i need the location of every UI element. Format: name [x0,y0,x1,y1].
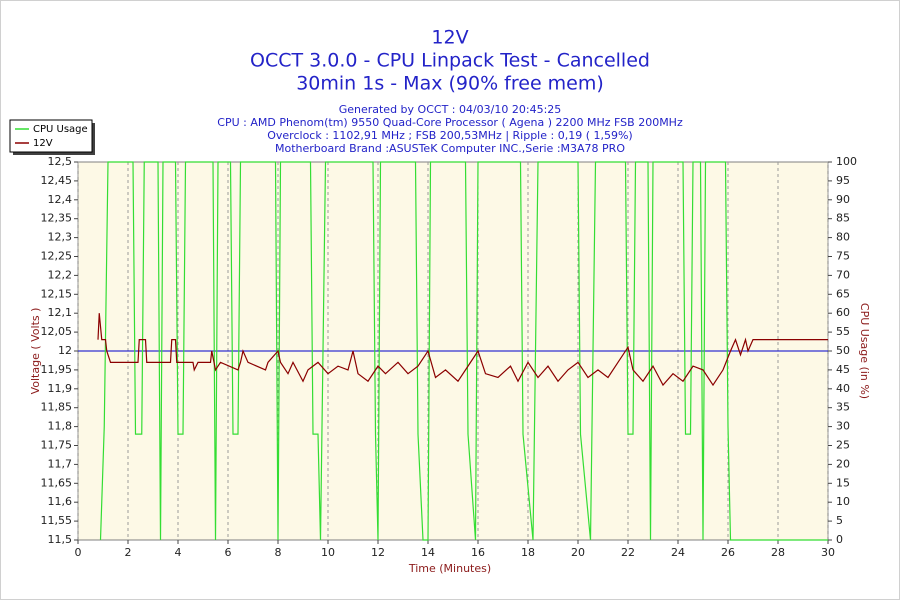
legend-label: 12V [33,138,53,149]
y2-tick-label: 35 [836,401,850,414]
chart-title: 12V [431,27,468,49]
y2-tick-label: 20 [836,457,850,470]
series-line [97,313,828,387]
y-tick-label: 12,5 [48,155,73,168]
y2-tick-label: 95 [836,174,850,187]
y-tick-label: 11,5 [48,533,73,546]
y2-tick-label: 15 [836,476,850,489]
y2-tick-label: 45 [836,363,850,376]
x-tick-label: 10 [321,546,335,559]
series-line [99,161,828,541]
x-tick-label: 22 [621,546,635,559]
legend-box [9,119,93,153]
y2-axis-label: CPU Usage (in %) [858,303,871,399]
y-tick-label: 12,4 [48,193,73,206]
y-tick-label: 11,75 [41,439,73,452]
y-tick-label: 12,1 [48,306,73,319]
x-tick-label: 26 [721,546,735,559]
y2-tick-label: 30 [836,420,850,433]
x-tick-label: 4 [175,546,182,559]
y2-tick-label: 90 [836,193,850,206]
y-tick-label: 11,6 [48,495,73,508]
y2-tick-label: 85 [836,212,850,225]
y2-tick-label: 55 [836,325,850,338]
y2-tick-label: 40 [836,382,850,395]
x-tick-label: 18 [521,546,535,559]
y-tick-label: 11,8 [48,420,73,433]
x-tick-label: 12 [371,546,385,559]
y-tick-label: 11,65 [41,476,73,489]
y2-tick-label: 0 [836,533,843,546]
y2-tick-label: 5 [836,514,843,527]
x-tick-label: 28 [771,546,785,559]
y-tick-label: 11,85 [41,401,73,414]
y-tick-label: 11,9 [48,382,73,395]
y2-tick-label: 75 [836,250,850,263]
x-tick-label: 24 [671,546,685,559]
y-tick-label: 12,3 [48,231,73,244]
y2-tick-label: 25 [836,439,850,452]
x-tick-label: 2 [125,546,132,559]
info-line: Generated by OCCT : 04/03/10 20:45:25 [339,103,562,116]
y-tick-label: 12,45 [41,174,73,187]
y-tick-label: 12,2 [48,268,73,281]
y-tick-label: 11,95 [41,363,73,376]
x-tick-label: 30 [821,546,835,559]
x-axis-label: Time (Minutes) [408,562,491,575]
x-tick-label: 8 [275,546,282,559]
y-tick-label: 12,25 [41,250,73,263]
chart-subtitle: 30min 1s - Max (90% free mem) [296,73,604,95]
legend-label: CPU Usage [33,124,88,135]
y2-tick-label: 10 [836,495,850,508]
chart-subtitle: OCCT 3.0.0 - CPU Linpack Test - Cancelle… [250,50,650,72]
x-tick-label: 16 [471,546,485,559]
y2-tick-label: 65 [836,287,850,300]
x-tick-label: 6 [225,546,232,559]
x-tick-label: 20 [571,546,585,559]
x-tick-label: 14 [421,546,435,559]
info-line: Overclock : 1102,91 MHz ; FSB 200,53MHz … [267,129,632,142]
y-tick-label: 12,05 [41,325,73,338]
info-line: Motherboard Brand :ASUSTeK Computer INC.… [275,142,625,155]
y-tick-label: 11,55 [41,514,73,527]
x-tick-label: 0 [75,546,82,559]
y2-tick-label: 70 [836,268,850,281]
y-tick-label: 12,35 [41,212,73,225]
info-line: CPU : AMD Phenom(tm) 9550 Quad-Core Proc… [217,116,683,129]
y2-tick-label: 50 [836,344,850,357]
y-tick-label: 12 [58,344,72,357]
y-tick-label: 11,7 [48,457,73,470]
y2-tick-label: 60 [836,306,850,319]
y2-tick-label: 100 [836,155,857,168]
y2-tick-label: 80 [836,231,850,244]
y-tick-label: 12,15 [41,287,73,300]
y-axis-label: Voltage ( Volts ) [29,308,42,395]
